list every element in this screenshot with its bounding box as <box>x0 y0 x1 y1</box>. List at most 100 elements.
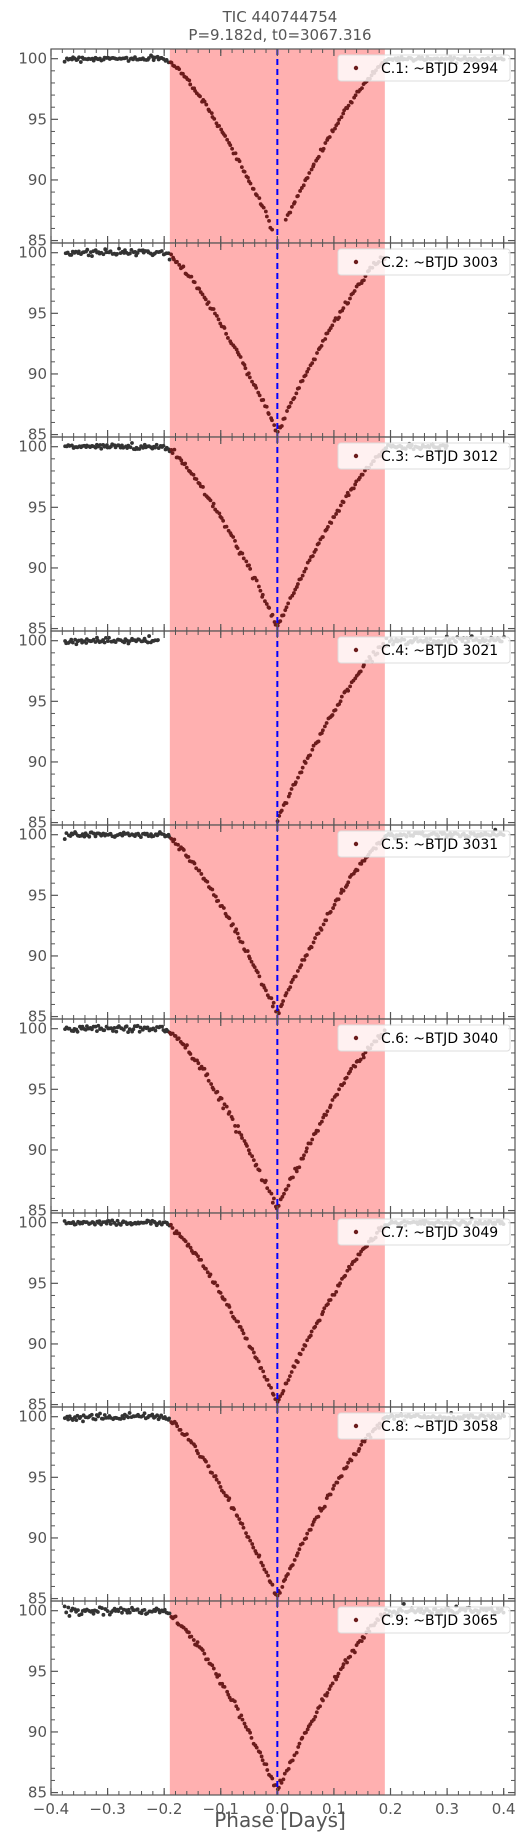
data-point <box>347 1266 352 1271</box>
data-point <box>300 573 305 578</box>
data-point <box>173 1034 178 1038</box>
data-point <box>250 1154 255 1159</box>
data-point <box>64 831 69 836</box>
data-point <box>126 1415 131 1420</box>
data-point <box>147 56 151 60</box>
data-point <box>280 1002 284 1007</box>
data-point <box>285 409 289 413</box>
data-point <box>328 1103 333 1108</box>
data-point <box>248 1730 253 1735</box>
data-point <box>108 1222 113 1226</box>
data-point <box>76 1608 80 1613</box>
data-point <box>211 501 216 506</box>
y-tick-label: 85 <box>28 620 47 638</box>
data-point <box>209 1082 214 1086</box>
data-point <box>222 326 227 330</box>
data-point <box>348 684 353 689</box>
data-point <box>313 1714 318 1719</box>
legend-marker <box>353 647 359 653</box>
y-tick-label: 85 <box>28 1202 47 1220</box>
data-point <box>101 1612 106 1617</box>
data-point <box>328 910 333 914</box>
data-point <box>105 639 110 643</box>
data-point <box>352 289 357 293</box>
y-tick-label: 95 <box>28 1274 47 1292</box>
data-point <box>250 1542 255 1546</box>
data-point <box>315 351 319 355</box>
y-tick-label: 85 <box>28 426 47 444</box>
data-point <box>314 1710 319 1715</box>
data-point <box>81 1419 85 1424</box>
data-point <box>237 1517 242 1522</box>
data-point <box>346 301 351 305</box>
data-point <box>292 1753 297 1758</box>
data-point <box>222 1297 227 1302</box>
data-point <box>239 165 244 169</box>
data-point <box>246 175 250 180</box>
y-tick-label: 90 <box>28 171 47 189</box>
y-tick-label: 90 <box>28 365 47 383</box>
data-point <box>309 945 314 950</box>
data-point <box>360 472 365 477</box>
data-point <box>271 1392 276 1397</box>
y-tick-label: 90 <box>28 1529 47 1547</box>
data-point <box>115 252 119 256</box>
data-point <box>269 996 274 1001</box>
data-point <box>296 1745 301 1749</box>
data-point <box>338 699 343 704</box>
data-point <box>75 1413 80 1418</box>
data-point <box>210 1663 215 1668</box>
data-point <box>302 1153 306 1158</box>
data-point <box>319 343 324 348</box>
data-point <box>282 1191 286 1196</box>
data-point <box>124 1024 129 1029</box>
data-point <box>264 404 269 409</box>
data-point <box>262 1374 267 1379</box>
data-point <box>295 969 300 973</box>
legend-box <box>337 1218 511 1246</box>
data-point <box>254 1551 259 1556</box>
data-point <box>130 441 134 445</box>
panel-1: 85 90 95 100 C.1: ~BTJD 2994 <box>18 48 516 250</box>
data-point <box>188 1052 193 1056</box>
data-point <box>215 1283 220 1288</box>
data-point <box>244 1336 249 1341</box>
data-point <box>230 1117 235 1121</box>
data-point <box>288 1374 292 1379</box>
data-point <box>354 1257 359 1262</box>
data-point <box>335 1092 340 1097</box>
data-point <box>142 1607 147 1612</box>
data-point <box>210 1470 214 1475</box>
data-point <box>319 927 324 932</box>
x-tick-label: −0.1 <box>203 1800 239 1818</box>
data-point <box>269 1191 274 1196</box>
data-point <box>310 554 315 558</box>
data-point <box>313 1324 318 1329</box>
data-point <box>256 1359 261 1364</box>
data-point <box>251 1545 256 1550</box>
data-point <box>324 1113 328 1117</box>
data-point <box>240 551 245 556</box>
data-point <box>295 1551 300 1556</box>
data-point <box>102 640 107 645</box>
data-point <box>291 1175 295 1180</box>
data-point <box>266 1573 270 1578</box>
data-point <box>69 637 74 642</box>
legend-box <box>337 248 511 276</box>
x-tick-label: 0.3 <box>435 1800 459 1818</box>
data-point <box>240 1136 244 1140</box>
data-point <box>286 1378 291 1382</box>
data-point <box>217 1673 222 1678</box>
data-point <box>221 518 226 523</box>
panel-8: 85 90 95 100 C.8: ~BTJD 3058 <box>18 1406 516 1608</box>
data-point <box>293 780 298 785</box>
data-point <box>337 117 341 122</box>
data-point <box>247 563 251 568</box>
data-point <box>86 253 91 258</box>
data-point <box>270 1004 275 1009</box>
data-point <box>261 205 266 210</box>
data-point <box>330 129 335 134</box>
data-point <box>284 1381 289 1386</box>
data-point <box>85 247 90 252</box>
